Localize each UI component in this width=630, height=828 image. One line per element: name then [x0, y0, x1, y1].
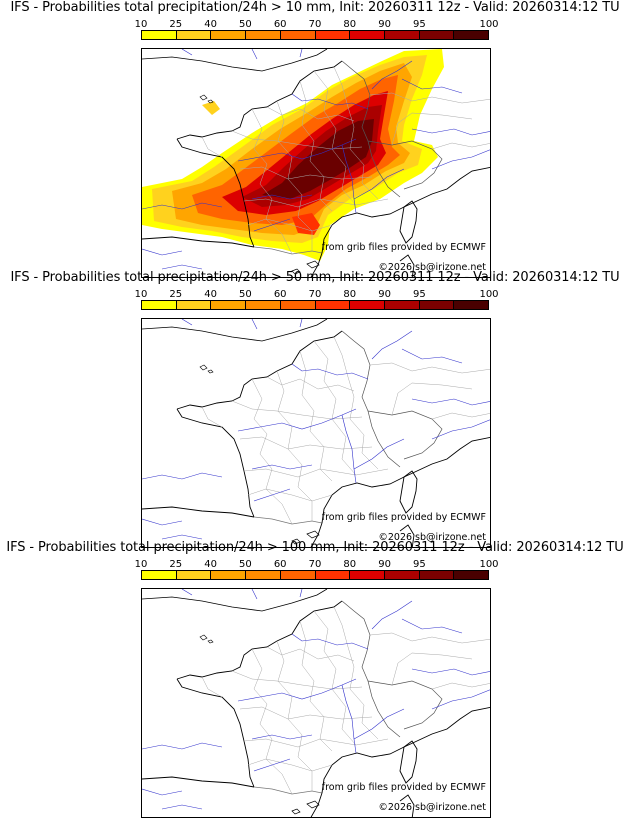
colorbar-tick: 10 — [134, 289, 148, 300]
colorbar-segment — [384, 571, 420, 579]
colorbar-segment — [280, 31, 316, 39]
colorbar-tick: 90 — [378, 559, 391, 570]
colorbar-segment — [384, 301, 420, 309]
precip-field — [142, 49, 444, 261]
panel-title: IFS - Probabilities total precipitation/… — [10, 270, 620, 285]
colorbar-segment — [454, 571, 489, 579]
colorbar-tick: 80 — [343, 19, 357, 30]
colorbar-tick: 25 — [169, 559, 183, 570]
colorbar-segment — [246, 31, 281, 39]
colorbar-segment — [350, 301, 385, 309]
panel-title: IFS - Probabilities total precipitation/… — [6, 540, 624, 555]
colorbar-tick: 100 — [479, 19, 499, 30]
colorbar-tick: 90 — [378, 289, 391, 300]
colorbar-segment — [280, 571, 316, 579]
colorbar-tick: 70 — [308, 289, 322, 300]
colorbar-segment — [246, 571, 281, 579]
credit-copyright: ©2026 sb@irizone.net — [378, 262, 486, 273]
probability-map: from grib files provided by ECMWF ©2026 … — [141, 588, 491, 818]
credit-source: from grib files provided by ECMWF — [321, 242, 486, 253]
colorbar-labels: 10 25 40 50 60 70 80 90 95 100 — [135, 559, 499, 571]
map-panel-50mm: IFS - Probabilities total precipitation/… — [0, 270, 630, 548]
colorbar-segment — [315, 31, 351, 39]
colorbar-segment — [419, 571, 455, 579]
colorbar-tick: 25 — [169, 19, 183, 30]
colorbar-tick: 25 — [169, 289, 183, 300]
colorbar-tick: 50 — [239, 19, 252, 30]
colorbar-segment — [384, 31, 420, 39]
colorbar-segment — [315, 571, 351, 579]
colorbar-segment — [176, 31, 212, 39]
colorbar-segment — [176, 301, 212, 309]
colorbar — [141, 570, 489, 580]
colorbar-segment — [142, 31, 177, 39]
colorbar-tick: 95 — [413, 289, 426, 300]
colorbar-segment — [419, 301, 455, 309]
credit-source: from grib files provided by ECMWF — [321, 782, 486, 793]
colorbar-segment — [176, 571, 212, 579]
probability-map: from grib files provided by ECMWF ©2026 … — [141, 48, 491, 278]
colorbar-tick: 10 — [134, 559, 148, 570]
colorbar-tick: 80 — [343, 559, 357, 570]
colorbar — [141, 30, 489, 40]
colorbar-segment — [142, 301, 177, 309]
colorbar-tick: 80 — [343, 289, 357, 300]
colorbar-tick: 40 — [204, 19, 217, 30]
colorbar-labels: 10 25 40 50 60 70 80 90 95 100 — [135, 289, 499, 301]
colorbar-segment — [142, 571, 177, 579]
colorbar-tick: 40 — [204, 559, 217, 570]
colorbar-segment — [211, 31, 247, 39]
panel-title: IFS - Probabilities total precipitation/… — [10, 0, 620, 15]
colorbar-segment — [280, 301, 316, 309]
colorbar-tick: 95 — [413, 19, 426, 30]
colorbar-segment — [350, 571, 385, 579]
colorbar-segment — [350, 31, 385, 39]
colorbar-tick: 100 — [479, 289, 499, 300]
colorbar-tick: 95 — [413, 559, 426, 570]
colorbar-segment — [211, 571, 247, 579]
colorbar-tick: 90 — [378, 19, 391, 30]
colorbar-tick: 60 — [273, 559, 287, 570]
credit-source: from grib files provided by ECMWF — [321, 512, 486, 523]
map-panel-10mm: IFS - Probabilities total precipitation/… — [0, 0, 630, 278]
colorbar — [141, 300, 489, 310]
colorbar-tick: 100 — [479, 559, 499, 570]
colorbar-segment — [419, 31, 455, 39]
colorbar-segment — [454, 31, 489, 39]
colorbar-tick: 70 — [308, 559, 322, 570]
colorbar-tick: 60 — [273, 289, 287, 300]
colorbar-segment — [211, 301, 247, 309]
colorbar-tick: 60 — [273, 19, 287, 30]
map-panel-100mm: IFS - Probabilities total precipitation/… — [0, 540, 630, 818]
probability-map: from grib files provided by ECMWF ©2026 … — [141, 318, 491, 548]
credit-copyright: ©2026 sb@irizone.net — [378, 802, 486, 813]
map-svg — [142, 49, 490, 277]
colorbar-segment — [315, 301, 351, 309]
colorbar-tick: 40 — [204, 289, 217, 300]
credit-copyright: ©2026 sb@irizone.net — [378, 532, 486, 543]
colorbar-tick: 70 — [308, 19, 322, 30]
colorbar-labels: 10 25 40 50 60 70 80 90 95 100 — [135, 19, 499, 31]
colorbar-tick: 50 — [239, 559, 252, 570]
colorbar-segment — [246, 301, 281, 309]
colorbar-tick: 10 — [134, 19, 148, 30]
colorbar-tick: 50 — [239, 289, 252, 300]
colorbar-segment — [454, 301, 489, 309]
